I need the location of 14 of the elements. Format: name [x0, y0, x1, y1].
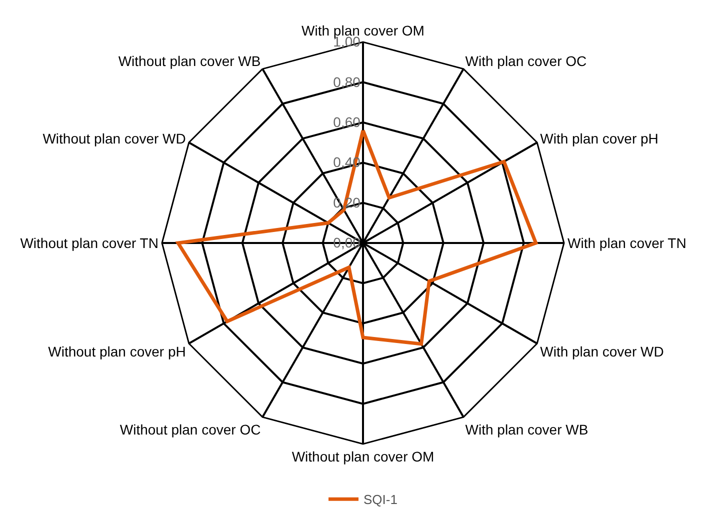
- spoke-label: With plan cover pH: [540, 130, 658, 147]
- spoke-label: Without plan cover pH: [48, 344, 186, 360]
- spoke-label: Without plan cover TN: [20, 234, 158, 251]
- spoke-label: Without plan cover OC: [120, 422, 261, 438]
- spoke-label: Without plan cover OM: [292, 448, 434, 465]
- spoke-label: With plan cover TN: [568, 234, 686, 251]
- legend-label: SQI-1: [364, 492, 398, 508]
- y-tick-label: 0,60: [333, 114, 361, 130]
- spoke-label: With plan cover WD: [540, 344, 664, 360]
- spoke-label: With plan cover OC: [465, 52, 587, 69]
- spoke-label: Without plan cover WB: [118, 52, 261, 69]
- spoke-label: Without plan cover WD: [42, 130, 186, 147]
- spoke-label: With plan cover WB: [465, 422, 588, 438]
- y-tick-label: 0,80: [333, 74, 361, 90]
